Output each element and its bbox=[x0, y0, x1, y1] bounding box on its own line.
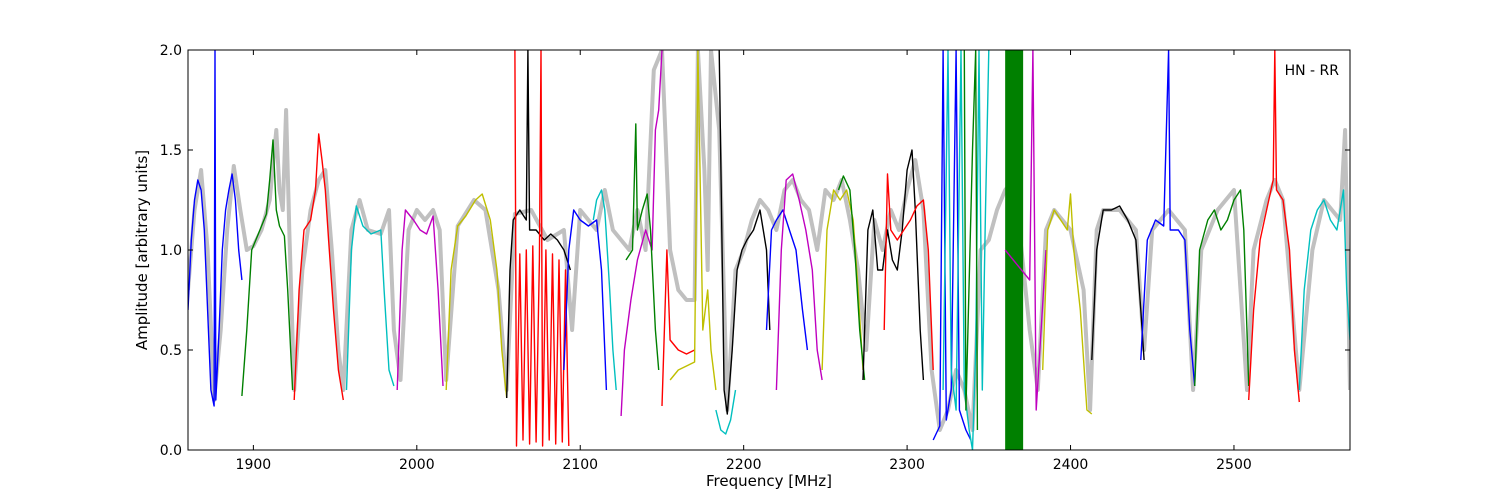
y-tick-label: 0.5 bbox=[160, 343, 182, 359]
series-line-6 bbox=[506, 50, 572, 399]
y-tick-label: 0.0 bbox=[160, 443, 182, 459]
y-axis-ticks: 0.0 0.5 1.0 1.5 2.0 bbox=[160, 43, 1350, 459]
plot-frame bbox=[187, 49, 1351, 451]
series-line-7 bbox=[514, 50, 570, 447]
series-line-28 bbox=[1140, 50, 1196, 387]
series-line-14 bbox=[715, 389, 737, 435]
series-line-30 bbox=[1248, 50, 1300, 403]
series-line-16 bbox=[765, 209, 809, 351]
series-line-2 bbox=[293, 133, 344, 401]
series-line-13 bbox=[669, 50, 717, 391]
y-tick-label: 2.0 bbox=[160, 43, 182, 59]
series-line-4 bbox=[396, 209, 444, 391]
x-tick-label: 2400 bbox=[1053, 457, 1089, 473]
band-0 bbox=[1005, 50, 1024, 450]
x-tick-label: 2100 bbox=[562, 457, 598, 473]
series-line-25 bbox=[1004, 50, 1047, 411]
series-line-29 bbox=[1194, 189, 1250, 387]
x-axis-ticks: 1900 2000 2100 2200 2300 2400 2500 bbox=[236, 50, 1252, 473]
series-line-22 bbox=[932, 50, 972, 441]
plot-annotation: HN - RR bbox=[1285, 63, 1340, 79]
series-line-26 bbox=[1042, 193, 1093, 415]
y-axis-label: Amplitude [arbitrary units] bbox=[133, 150, 151, 350]
series-line-17 bbox=[775, 173, 823, 391]
series-layer bbox=[188, 50, 1350, 450]
series-line-0 bbox=[188, 50, 243, 407]
x-tick-label: 2000 bbox=[399, 457, 435, 473]
x-tick-label: 2300 bbox=[889, 457, 925, 473]
y-tick-label: 1.5 bbox=[160, 143, 182, 159]
series-line-9 bbox=[592, 189, 617, 391]
series-line-12 bbox=[661, 249, 695, 407]
series-line-24 bbox=[963, 50, 979, 431]
series-line-1 bbox=[241, 139, 294, 397]
band-layer bbox=[1005, 50, 1024, 450]
series-line-18 bbox=[821, 189, 864, 371]
x-tick-label: 1900 bbox=[236, 457, 272, 473]
series-line-3 bbox=[345, 205, 395, 391]
series-line-15 bbox=[718, 50, 771, 415]
background-trace bbox=[188, 50, 1350, 432]
series-line-8 bbox=[563, 209, 608, 391]
series-line-5 bbox=[445, 193, 508, 399]
y-tick-label: 1.0 bbox=[160, 243, 182, 259]
series-line-21 bbox=[883, 173, 934, 371]
series-line-19 bbox=[837, 175, 866, 381]
series-line-10 bbox=[620, 50, 663, 417]
x-tick-label: 2500 bbox=[1216, 457, 1252, 473]
x-axis-label: Frequency [MHz] bbox=[706, 472, 832, 490]
series-line-11 bbox=[625, 123, 660, 371]
series-line-31 bbox=[1298, 189, 1350, 391]
series-line-23 bbox=[942, 50, 990, 450]
series-line-20 bbox=[862, 149, 925, 381]
background-series-line bbox=[188, 50, 1350, 432]
x-tick-label: 2200 bbox=[726, 457, 762, 473]
series-line-27 bbox=[1091, 205, 1145, 361]
